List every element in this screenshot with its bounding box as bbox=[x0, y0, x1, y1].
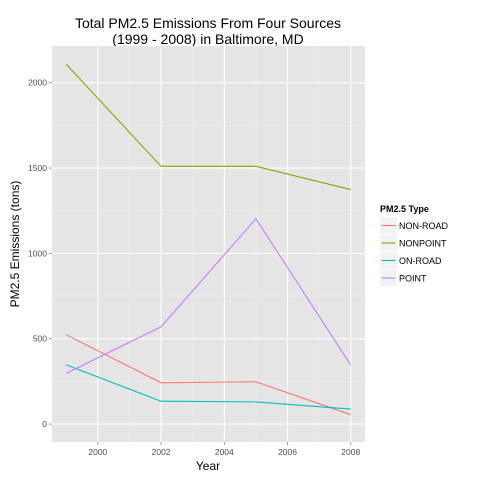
legend-item: NON-ROAD bbox=[379, 216, 448, 235]
series-lines bbox=[65, 63, 352, 416]
x-tick-label: 2000 bbox=[88, 447, 107, 457]
x-tick-label: 2006 bbox=[278, 447, 297, 457]
series-line-nonpoint bbox=[65, 63, 351, 191]
legend-label: ON-ROAD bbox=[399, 256, 442, 266]
x-tick-label: 2002 bbox=[152, 447, 171, 457]
legend-title: PM2.5 Type bbox=[380, 204, 429, 214]
legend-items: NON-ROAD NONPOINT ON-ROAD POINT bbox=[379, 216, 448, 287]
legend: PM2.5 Type NON-ROAD NONPOINT ON-ROAD POINT bbox=[379, 204, 448, 287]
series-line-non-road bbox=[65, 334, 351, 416]
x-tick-label: 2004 bbox=[215, 447, 234, 457]
series-line-point bbox=[65, 217, 352, 374]
y-tick-label: 1000 bbox=[28, 248, 47, 258]
grid bbox=[52, 46, 365, 442]
y-tick-label: 2000 bbox=[28, 78, 47, 88]
legend-item: POINT bbox=[379, 269, 427, 287]
legend-label: POINT bbox=[399, 274, 427, 284]
legend-label: NONPOINT bbox=[399, 239, 447, 249]
y-axis-ticks: 0 500 1000 1500 2000 bbox=[28, 78, 52, 429]
series-line-on-road bbox=[66, 364, 351, 410]
plot-panel bbox=[52, 46, 365, 442]
chart-title-line-2: (1999 - 2008) in Baltimore, MD bbox=[112, 31, 303, 47]
legend-item: NONPOINT bbox=[379, 234, 447, 252]
x-axis-label: Year bbox=[196, 459, 220, 473]
y-axis-label: PM2.5 Emissions (tons) bbox=[8, 181, 22, 308]
legend-label: NON-ROAD bbox=[399, 221, 448, 231]
y-tick-label: 500 bbox=[33, 334, 47, 344]
y-tick-label: 0 bbox=[42, 419, 47, 429]
chart-title-line-1: Total PM2.5 Emissions From Four Sources bbox=[75, 15, 341, 31]
legend-item: ON-ROAD bbox=[379, 251, 442, 270]
y-tick-label: 1500 bbox=[28, 163, 47, 173]
x-tick-label: 2008 bbox=[341, 447, 360, 457]
x-axis-ticks: 2000 2002 2004 2006 2008 bbox=[88, 442, 360, 457]
